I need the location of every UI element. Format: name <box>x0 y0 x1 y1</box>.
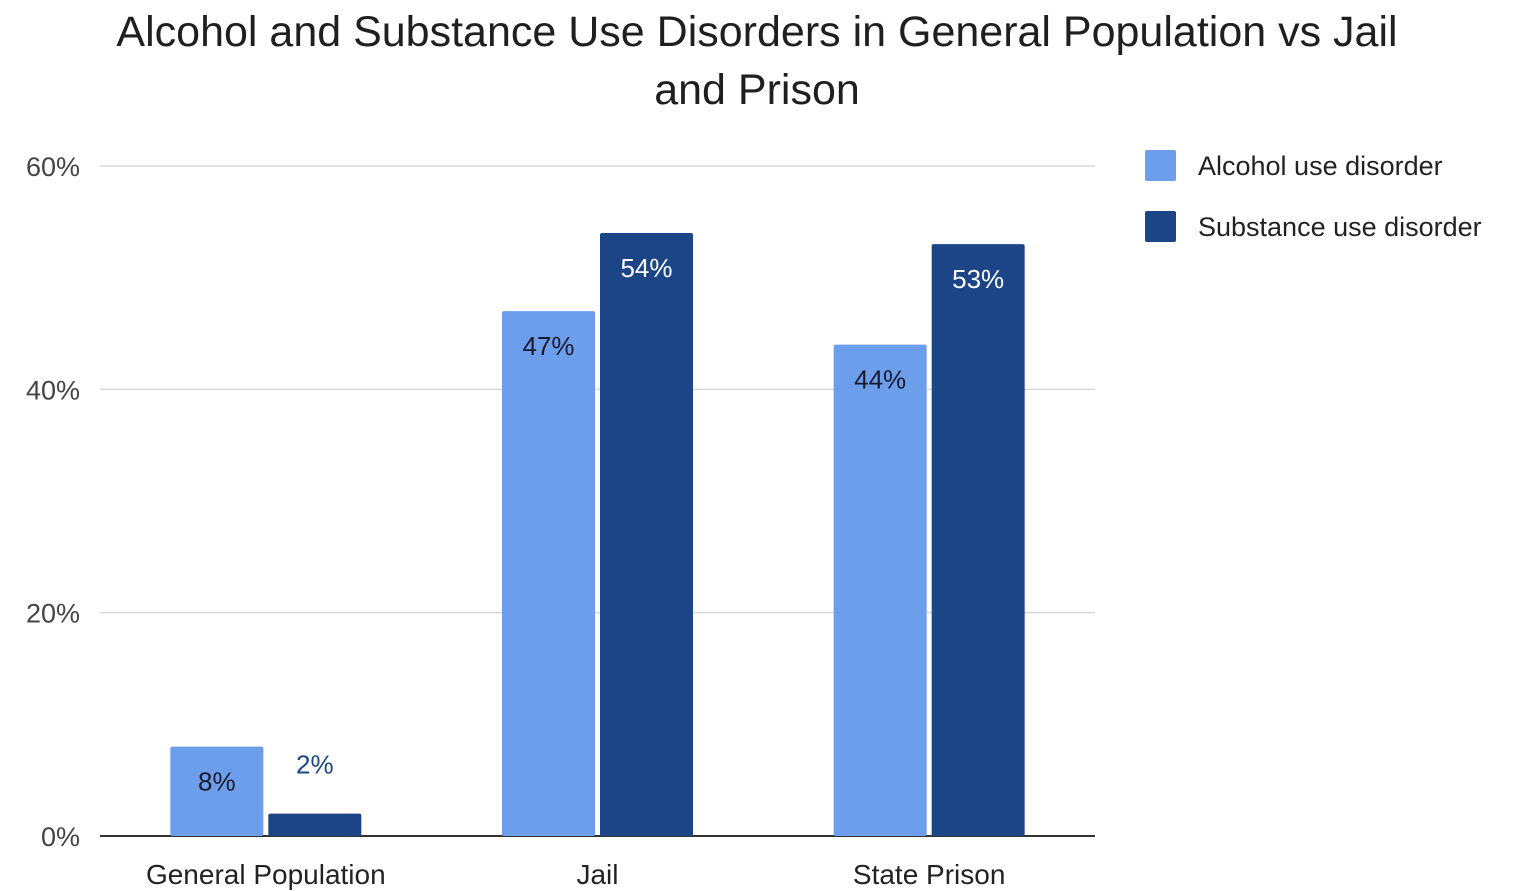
bar-substance-use-disorder-general-population <box>268 813 362 836</box>
data-labels: 8% 2% 47% 54% 44% 53% <box>198 253 1004 797</box>
data-label: 8% <box>198 767 236 797</box>
legend-swatch <box>1145 150 1176 181</box>
data-label: 47% <box>522 331 574 361</box>
legend-label: Alcohol use disorder <box>1198 151 1443 181</box>
bars <box>170 233 1025 837</box>
data-label: 54% <box>620 253 672 283</box>
data-label: 53% <box>952 264 1004 294</box>
x-category-label: State Prison <box>853 859 1006 890</box>
legend-label: Substance use disorder <box>1198 212 1482 242</box>
x-axis-categories: General Population Jail State Prison <box>146 859 1005 890</box>
y-tick-label: 20% <box>26 599 80 629</box>
y-axis-ticks: 0% 20% 40% 60% <box>26 152 80 852</box>
data-label: 44% <box>854 365 906 395</box>
chart-title-line-2: and Prison <box>654 66 860 114</box>
bar-alcohol-use-disorder-jail <box>502 311 595 837</box>
y-tick-label: 0% <box>41 822 80 852</box>
gridlines <box>100 165 1095 837</box>
x-category-label: Jail <box>576 859 618 890</box>
y-tick-label: 60% <box>26 152 80 182</box>
bar-alcohol-use-disorder-general-population <box>170 746 264 836</box>
chart-title-line-1: Alcohol and Substance Use Disorders in G… <box>116 8 1397 56</box>
legend-swatch <box>1145 211 1176 242</box>
x-category-label: General Population <box>146 859 386 890</box>
legend: Alcohol use disorder Substance use disord… <box>1145 150 1482 242</box>
data-label: 2% <box>296 750 334 780</box>
bar-substance-use-disorder-jail <box>600 233 693 836</box>
bar-substance-use-disorder-state-prison <box>931 244 1025 836</box>
y-tick-label: 40% <box>26 375 80 405</box>
bar-alcohol-use-disorder-state-prison <box>833 344 927 836</box>
